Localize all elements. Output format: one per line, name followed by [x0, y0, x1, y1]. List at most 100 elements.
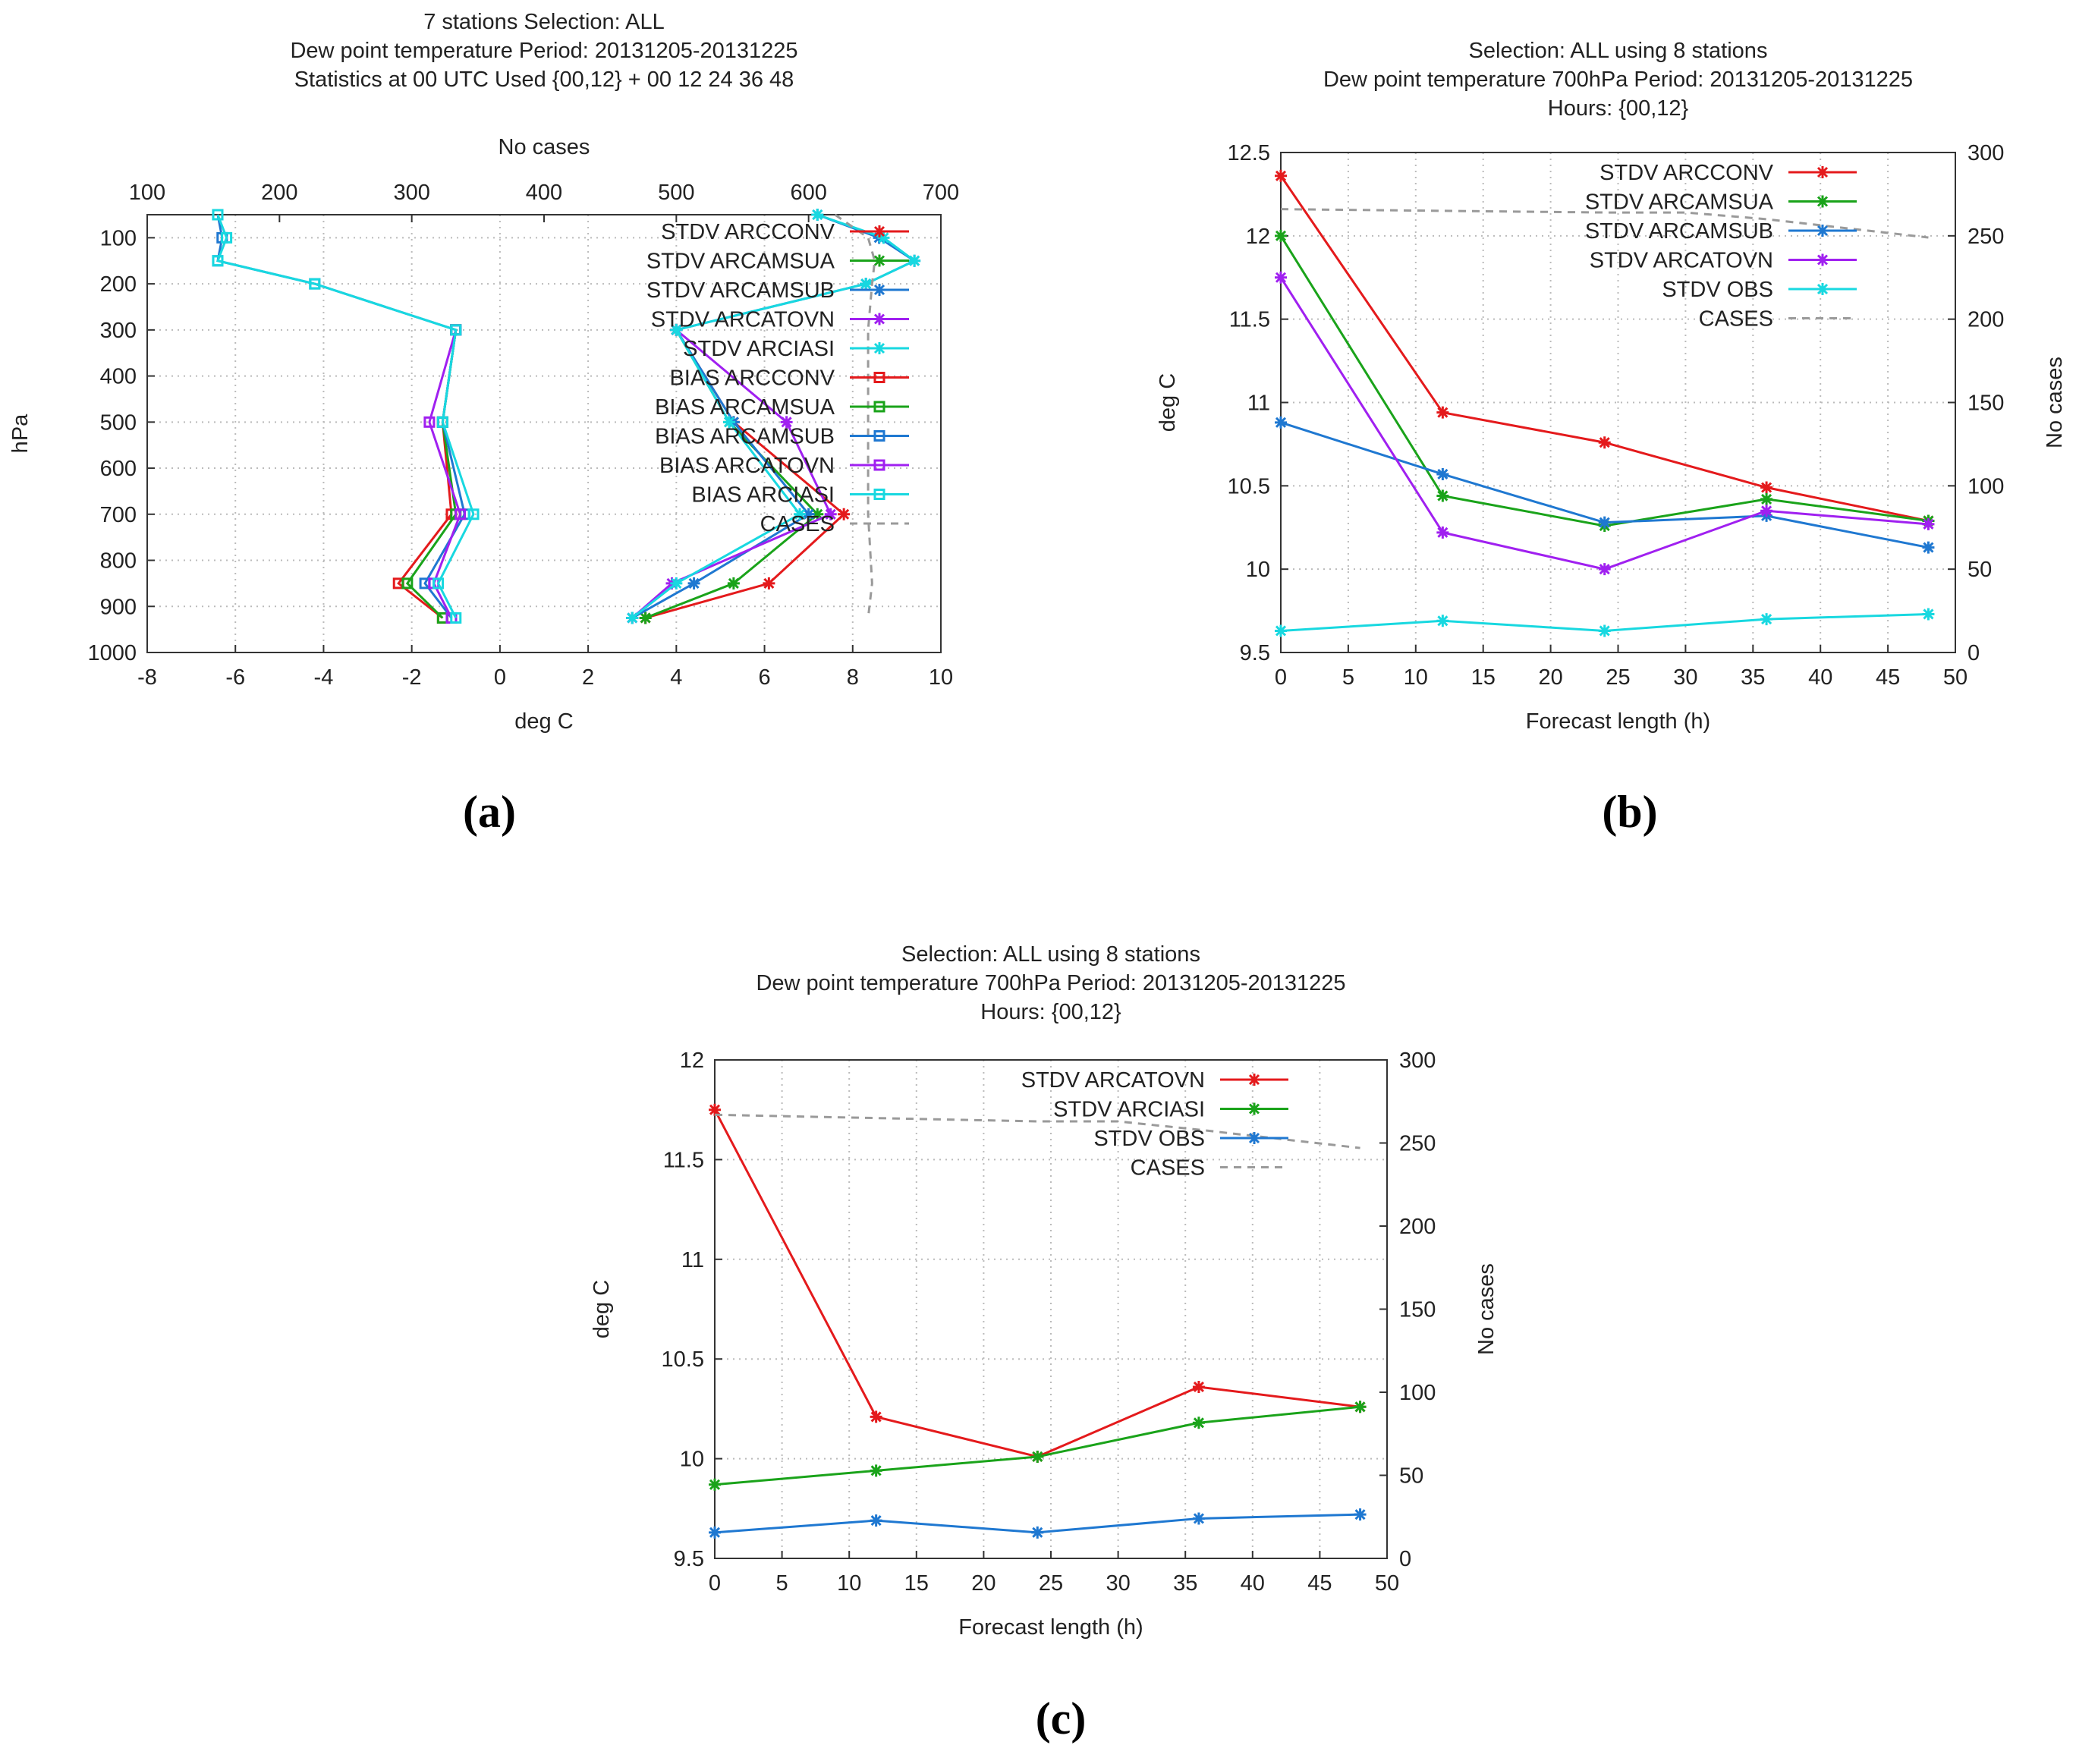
data-point — [450, 612, 462, 624]
x2-axis-label: No cases — [499, 135, 590, 159]
legend-marker — [1816, 166, 1829, 178]
data-point — [1275, 416, 1287, 429]
y2-tick-label: 250 — [1967, 225, 2004, 249]
y-tick-label: 10.5 — [1228, 474, 1270, 498]
data-point — [467, 508, 480, 520]
x-tick-label: 35 — [1741, 665, 1765, 690]
x-tick-label: 5 — [1342, 665, 1354, 690]
series-line — [834, 213, 876, 618]
data-point — [802, 508, 815, 520]
series-line — [1279, 235, 1929, 527]
data-point — [1922, 608, 1935, 621]
legend-label: STDV ARCAMSUB — [646, 278, 835, 303]
data-point — [860, 278, 873, 291]
series-line — [714, 1405, 1360, 1486]
y2-tick-label: 250 — [1399, 1132, 1436, 1156]
data-point — [1436, 489, 1449, 502]
legend-label: STDV ARCAMSUA — [646, 250, 835, 274]
data-point — [450, 324, 462, 336]
y-tick-label: 10.5 — [662, 1347, 704, 1372]
x-tick-label: 0 — [494, 665, 506, 690]
chart-title-line: 7 stations Selection: ALL — [423, 10, 665, 34]
legend-label: CASES — [760, 512, 835, 536]
legend-label: STDV ARCIASI — [683, 337, 835, 361]
data-point — [811, 508, 824, 520]
data-point — [455, 508, 467, 520]
legend-label: BIAS ARCAMSUA — [655, 395, 835, 420]
legend-label: STDV ARCATOVN — [1590, 249, 1773, 273]
x-tick-label: -2 — [402, 665, 422, 690]
chart-title-line: Statistics at 00 UTC Used {00,12} + 00 1… — [294, 68, 794, 92]
x-tick-label: 6 — [758, 665, 770, 690]
data-point — [1760, 492, 1773, 505]
x-tick-label: -4 — [314, 665, 334, 690]
y-tick-label: 10 — [1246, 558, 1270, 582]
x-tick-label: 10 — [929, 665, 953, 690]
chart-title-line: Selection: ALL using 8 stations — [1469, 39, 1768, 63]
legend-marker — [1248, 1102, 1260, 1115]
data-point — [709, 1478, 721, 1491]
data-point — [1275, 271, 1287, 284]
legend-marker — [873, 313, 885, 325]
legend-label: STDV OBS — [1662, 278, 1773, 302]
y-tick-label: 11.5 — [1229, 308, 1270, 332]
legend-label: STDV ARCAMSUA — [1585, 190, 1774, 215]
chart-a: 7 stations Selection: ALL Dew point tempe… — [8, 10, 959, 837]
data-point — [870, 1514, 882, 1527]
y-axis-label: deg C — [1156, 373, 1180, 432]
data-point — [838, 508, 851, 520]
x-tick-label: 40 — [1808, 665, 1832, 690]
legend-label: BIAS ARCAMSUB — [655, 425, 835, 449]
y-tick-label: 300 — [100, 319, 137, 343]
data-point — [221, 231, 233, 244]
legend-marker — [873, 430, 885, 442]
data-point — [1436, 615, 1449, 627]
x-tick-label: 0 — [709, 1571, 721, 1596]
y-tick-label: 900 — [100, 595, 137, 619]
data-point — [432, 577, 445, 590]
x-tick-label: 5 — [776, 1571, 788, 1596]
y2-axis-label: No cases — [2043, 357, 2067, 448]
data-point — [1275, 624, 1287, 637]
data-point — [824, 508, 837, 520]
y-tick-label: 10 — [680, 1448, 704, 1472]
y-tick-label: 1000 — [87, 641, 137, 665]
y-tick-label: 100 — [100, 226, 137, 250]
data-point — [626, 612, 639, 624]
legend-marker — [1248, 1074, 1260, 1086]
legend-marker — [1816, 283, 1829, 295]
x-tick-label: -6 — [225, 665, 245, 690]
y2-tick-label: 0 — [1399, 1547, 1411, 1571]
x-tick-label: 2 — [582, 665, 594, 690]
data-point — [763, 577, 775, 590]
y-tick-label: 12 — [1246, 225, 1270, 249]
panel-label: (a) — [463, 787, 516, 837]
y-tick-label: 800 — [100, 549, 137, 574]
chart-title-line: Selection: ALL using 8 stations — [901, 942, 1200, 967]
y2-tick-label: 50 — [1399, 1464, 1423, 1489]
y2-tick-label: 100 — [1967, 474, 2004, 498]
data-point — [794, 508, 807, 520]
chart-title-line: Dew point temperature 700hPa Period: 201… — [1323, 68, 1913, 92]
data-point — [780, 416, 793, 429]
x2-tick-label: 500 — [658, 181, 694, 205]
legend-marker — [873, 225, 885, 237]
x-tick-label: 8 — [847, 665, 859, 690]
chart-b: Selection: ALL using 8 stations Dew point… — [1156, 39, 2067, 837]
data-point — [1436, 406, 1449, 419]
data-point — [1192, 1380, 1205, 1393]
legend-label: STDV ARCAMSUB — [1585, 219, 1773, 244]
data-point — [401, 577, 414, 590]
y2-tick-label: 300 — [1967, 141, 2004, 165]
series-line — [714, 1113, 1360, 1149]
x-axis-label: Forecast length (h) — [1526, 709, 1710, 734]
data-point — [1275, 229, 1287, 242]
x-tick-label: 45 — [1876, 665, 1900, 690]
data-point — [1275, 169, 1287, 182]
legend-marker — [873, 489, 885, 500]
data-point — [1922, 517, 1935, 530]
legend-marker — [873, 401, 885, 413]
y-tick-label: 700 — [100, 503, 137, 527]
data-point — [687, 577, 700, 590]
